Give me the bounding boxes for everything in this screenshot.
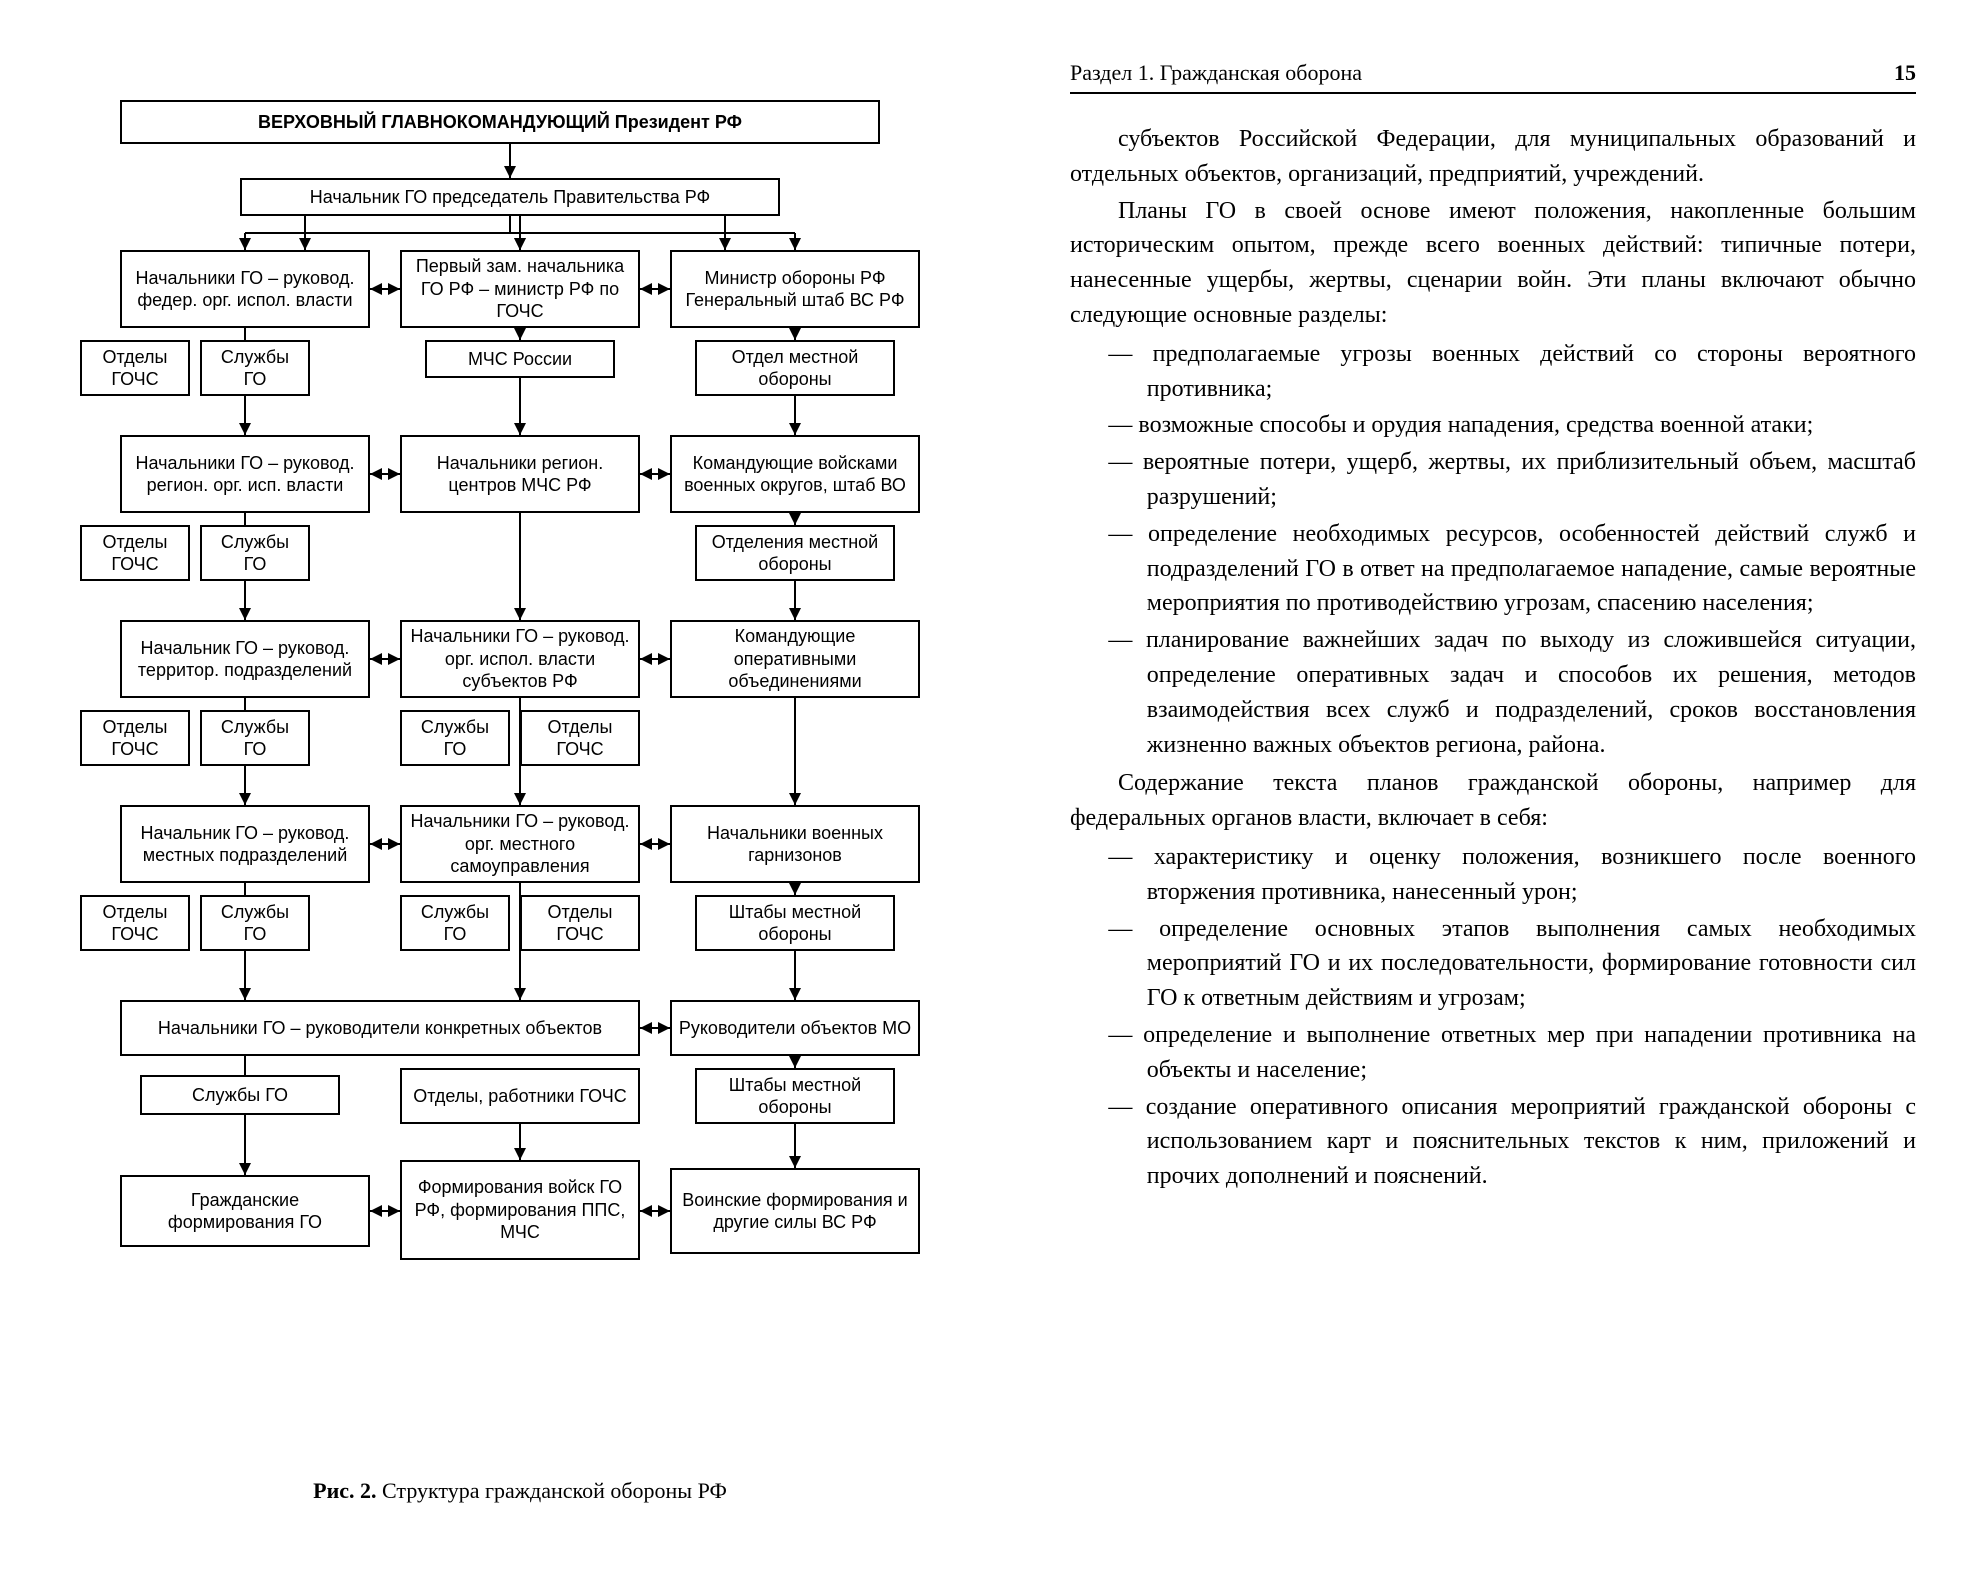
- flowchart-node: Начальник ГО – руковод. местных подразде…: [120, 805, 370, 883]
- section-title: Раздел 1. Гражданская оборона: [1070, 60, 1362, 86]
- list-item: возможные способы и орудия нападения, ср…: [1070, 408, 1916, 443]
- flowchart-node: Службы ГО: [200, 895, 310, 951]
- list-item: создание оперативного описания мероприят…: [1070, 1090, 1916, 1194]
- list-item: планирование важнейших задач по выходу и…: [1070, 623, 1916, 762]
- flowchart-node: Отделы ГОЧС: [80, 340, 190, 396]
- figure-label: Рис. 2.: [313, 1478, 376, 1503]
- list-item: предполагаемые угрозы военных действий с…: [1070, 337, 1916, 407]
- figure-caption-text: Структура гражданской обороны РФ: [382, 1478, 727, 1503]
- flowchart-node: Командующие войсками военных округов, шт…: [670, 435, 920, 513]
- flowchart-node: Отделения местной обороны: [695, 525, 895, 581]
- list-item: определение основных этапов выполнения с…: [1070, 912, 1916, 1016]
- bullet-list: предполагаемые угрозы военных действий с…: [1070, 337, 1916, 763]
- paragraph: Планы ГО в своей основе имеют положения,…: [1070, 194, 1916, 333]
- flowchart-node: Штабы местной обороны: [695, 895, 895, 951]
- flowchart-node: Начальник ГО председатель Правительства …: [240, 178, 780, 216]
- flowchart-node: Начальник ГО – руковод. территор. подраз…: [120, 620, 370, 698]
- flowchart-node: Штабы местной обороны: [695, 1068, 895, 1124]
- flowchart-node: Министр обороны РФ Генеральный штаб ВС Р…: [670, 250, 920, 328]
- flowchart-node: Службы ГО: [200, 340, 310, 396]
- flowchart-node: Гражданские формирования ГО: [120, 1175, 370, 1247]
- flowchart-node: Службы ГО: [140, 1075, 340, 1115]
- flowchart-node: Формирования войск ГО РФ, формирования П…: [400, 1160, 640, 1260]
- flowchart-node: Командующие оперативными объединениями: [670, 620, 920, 698]
- page-header: Раздел 1. Гражданская оборона 15: [1070, 60, 1916, 94]
- flowchart-node: МЧС России: [425, 340, 615, 378]
- flowchart-node: Начальники ГО – руковод. регион. орг. ис…: [120, 435, 370, 513]
- flowchart-node: Начальники ГО – руковод. орг. местного с…: [400, 805, 640, 883]
- flowchart-node: Отделы ГОЧС: [520, 710, 640, 766]
- flowchart-node: Начальники ГО – руковод. федер. орг. исп…: [120, 250, 370, 328]
- flowchart-node: ВЕРХОВНЫЙ ГЛАВНОКОМАНДУЮЩИЙ Президент РФ: [120, 100, 880, 144]
- paragraph: Содержание текста планов гражданской обо…: [1070, 766, 1916, 836]
- flowchart-node: Службы ГО: [400, 895, 510, 951]
- flowchart-node: Воинские формирования и другие силы ВС Р…: [670, 1168, 920, 1254]
- figure-caption: Рис. 2. Структура гражданской обороны РФ: [70, 1478, 970, 1504]
- body-text: субъектов Российской Федерации, для муни…: [1070, 122, 1916, 1194]
- flowchart-node: Отдел местной обороны: [695, 340, 895, 396]
- list-item: характеристику и оценку положения, возни…: [1070, 840, 1916, 910]
- flowchart-node: Начальники военных гарнизонов: [670, 805, 920, 883]
- list-item: вероятные потери, ущерб, жертвы, их приб…: [1070, 445, 1916, 515]
- flowchart-node: Начальники ГО – руковод. орг. испол. вла…: [400, 620, 640, 698]
- flowchart-node: Службы ГО: [400, 710, 510, 766]
- list-item: определение и выполнение ответных мер пр…: [1070, 1018, 1916, 1088]
- flowchart-node: Службы ГО: [200, 525, 310, 581]
- diagram-structure-go-rf: ВЕРХОВНЫЙ ГЛАВНОКОМАНДУЮЩИЙ Президент РФ…: [70, 100, 950, 1460]
- flowchart-node: Отделы ГОЧС: [80, 525, 190, 581]
- right-page: Раздел 1. Гражданская оборона 15 субъект…: [970, 60, 1916, 1520]
- list-item: определение необходимых ресурсов, особен…: [1070, 517, 1916, 621]
- flowchart-node: Отделы ГОЧС: [80, 710, 190, 766]
- flowchart-node: Начальники ГО – руководители конкретных …: [120, 1000, 640, 1056]
- paragraph: субъектов Российской Федерации, для муни…: [1070, 122, 1916, 192]
- flowchart-node: Начальники регион. центров МЧС РФ: [400, 435, 640, 513]
- flowchart-node: Первый зам. начальника ГО РФ – министр Р…: [400, 250, 640, 328]
- page-number: 15: [1894, 60, 1916, 86]
- flowchart-node: Отделы ГОЧС: [520, 895, 640, 951]
- flowchart-node: Службы ГО: [200, 710, 310, 766]
- bullet-list: характеристику и оценку положения, возни…: [1070, 840, 1916, 1194]
- left-page: ВЕРХОВНЫЙ ГЛАВНОКОМАНДУЮЩИЙ Президент РФ…: [70, 60, 970, 1520]
- flowchart-node: Отделы ГОЧС: [80, 895, 190, 951]
- flowchart-node: Отделы, работники ГОЧС: [400, 1068, 640, 1124]
- flowchart-node: Руководители объектов МО: [670, 1000, 920, 1056]
